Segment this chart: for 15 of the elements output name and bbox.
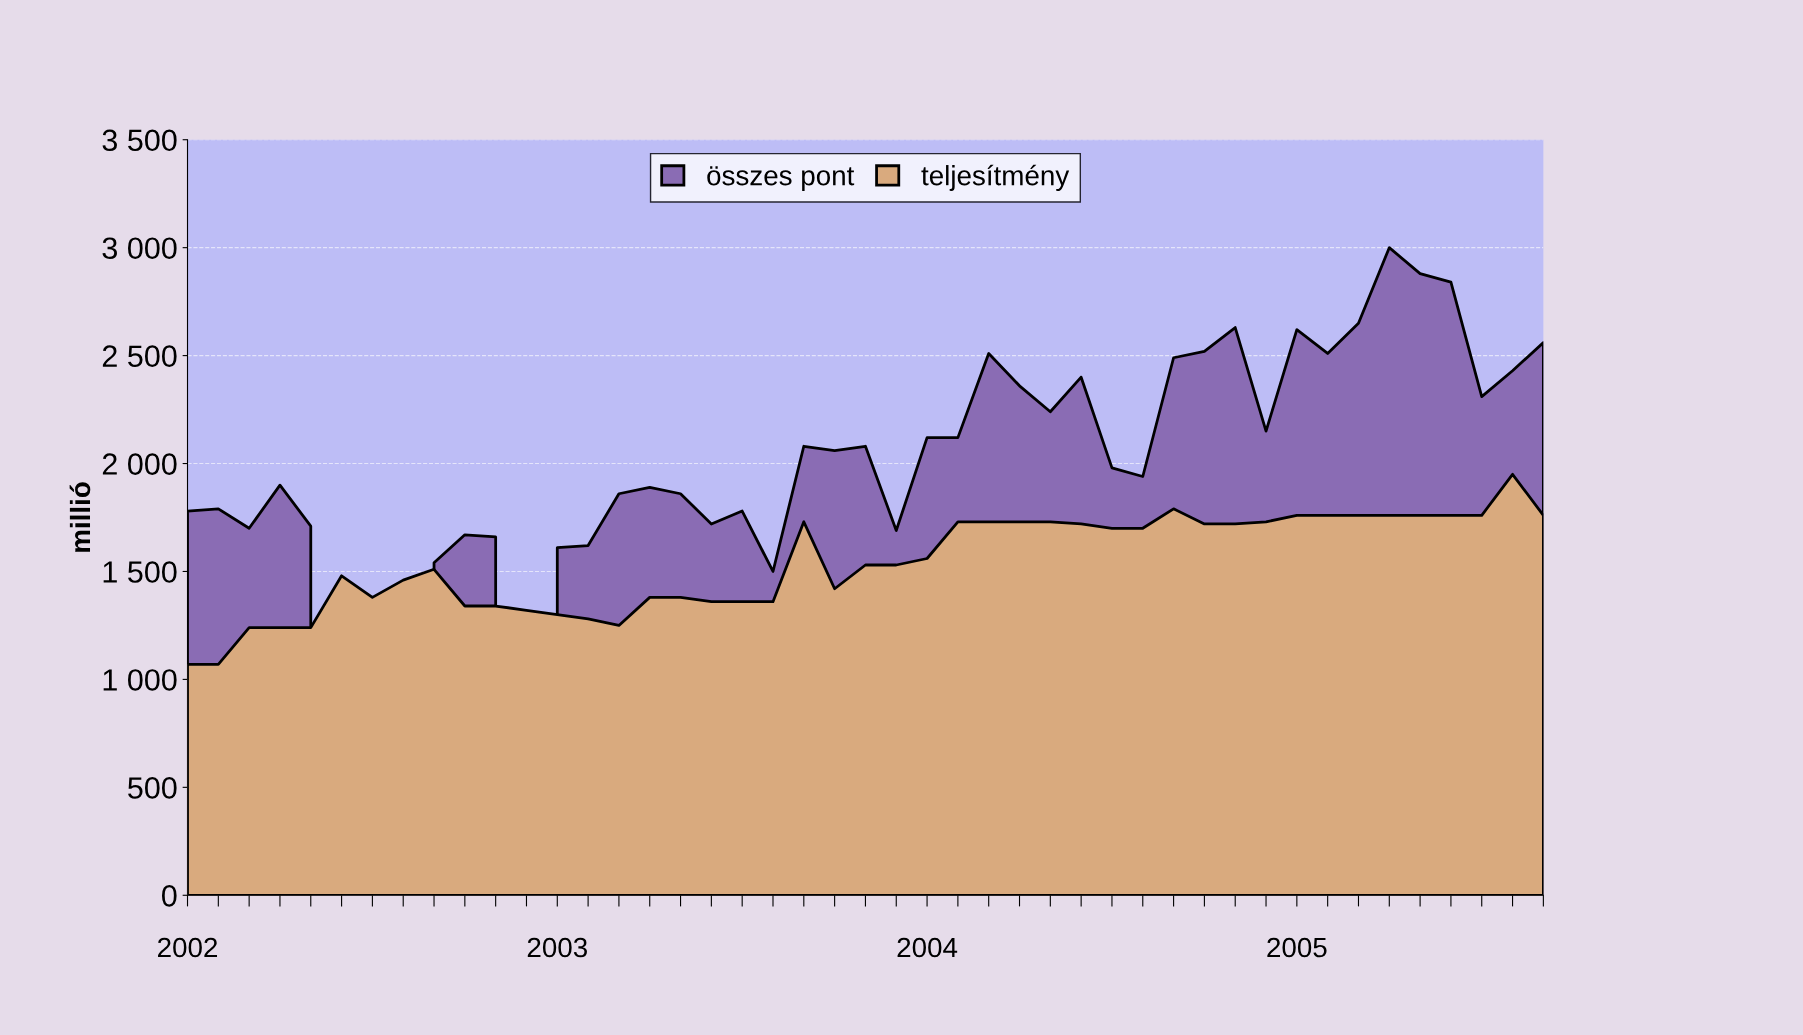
x-tick-label: 2003 bbox=[527, 937, 587, 958]
y-tick-label: 2 500 bbox=[102, 345, 177, 367]
y-tick-label: 2 000 bbox=[102, 453, 177, 475]
legend-label: összes pont bbox=[707, 166, 855, 191]
y-tick-label: 1 500 bbox=[103, 561, 177, 583]
x-tick-label: 2005 bbox=[1267, 937, 1327, 958]
y-tick-label: 3 500 bbox=[102, 129, 177, 152]
y-tick-label: 3 000 bbox=[102, 237, 177, 260]
x-tick-label: 2004 bbox=[897, 937, 958, 958]
y-tick-label: 0 bbox=[161, 885, 177, 907]
legend-label: teljesítmény bbox=[921, 164, 1070, 191]
y-tick-label: 1 000 bbox=[103, 669, 177, 691]
y-tick-label: 500 bbox=[128, 777, 177, 799]
x-tick-label: 2002 bbox=[158, 937, 218, 958]
y-axis-title: millió bbox=[69, 482, 91, 552]
